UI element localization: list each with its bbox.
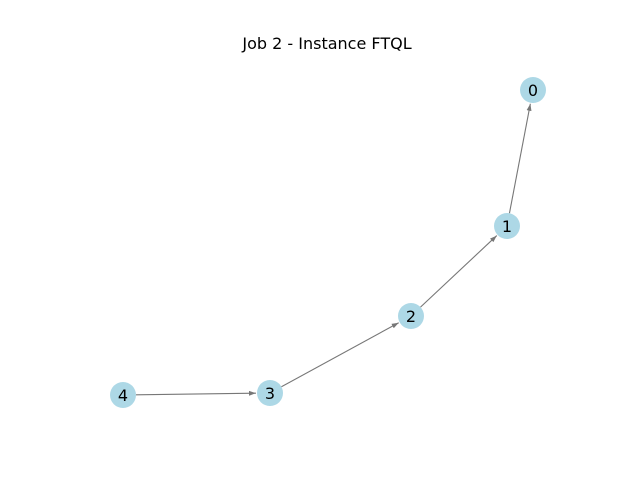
node-label: 2: [406, 307, 416, 326]
node-label: 1: [502, 217, 512, 236]
node-layer: 0 1 2 3 4: [110, 77, 546, 408]
node-label: 4: [118, 386, 128, 405]
edge-layer: [135, 103, 532, 396]
node-2: 2: [398, 303, 424, 329]
node-circle: [110, 382, 136, 408]
edge-1-to-0: [508, 103, 532, 214]
node-circle: [398, 303, 424, 329]
node-1: 1: [494, 213, 520, 239]
node-0: 0: [520, 77, 546, 103]
node-circle: [494, 213, 520, 239]
node-label: 0: [528, 81, 538, 100]
node-4: 4: [110, 382, 136, 408]
node-3: 3: [257, 380, 283, 406]
edge-2-to-1: [420, 235, 498, 308]
node-circle: [257, 380, 283, 406]
edge-3-to-2: [281, 322, 399, 388]
graph-title: Job 2 - Instance FTQL: [241, 34, 411, 53]
node-label: 3: [265, 384, 275, 403]
node-circle: [520, 77, 546, 103]
edge-4-to-3: [135, 390, 257, 396]
